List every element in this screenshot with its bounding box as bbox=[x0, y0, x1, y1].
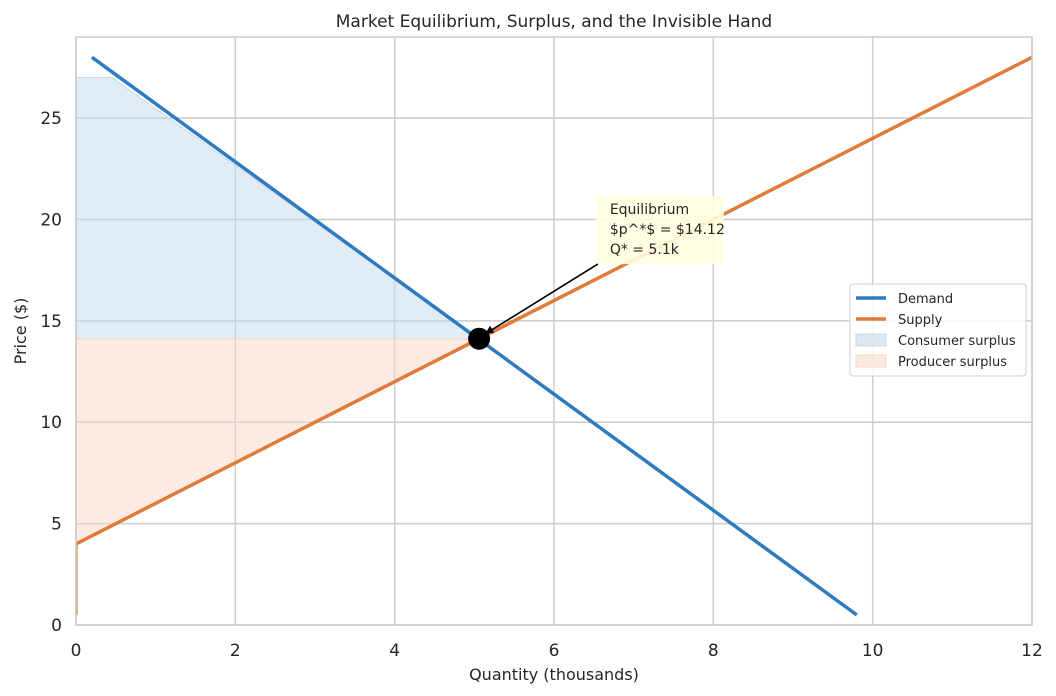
x-tick-label: 6 bbox=[549, 641, 560, 661]
equilibrium-annotation: Equilibrium $p^*$ = $14.12 Q* = 5.1k bbox=[468, 196, 725, 350]
annotation-line-2: $p^*$ = $14.12 bbox=[610, 222, 725, 238]
y-tick-label: 15 bbox=[40, 312, 62, 332]
annotation-line-1: Equilibrium bbox=[610, 202, 689, 218]
x-tick-label: 10 bbox=[862, 641, 884, 661]
equilibrium-point bbox=[468, 327, 491, 350]
supply-line bbox=[75, 55, 1033, 546]
y-axis-label: Price ($) bbox=[11, 298, 30, 365]
y-tick-label: 10 bbox=[40, 413, 62, 433]
x-tick-label: 12 bbox=[1021, 641, 1043, 661]
y-axis-ticks: 0 5 10 15 20 25 bbox=[40, 109, 62, 636]
x-tick-label: 0 bbox=[71, 641, 82, 661]
x-axis-ticks: 0 2 4 6 8 10 12 bbox=[71, 641, 1043, 661]
legend-swatch bbox=[855, 333, 887, 347]
x-axis-label: Quantity (thousands) bbox=[469, 665, 639, 684]
annotation-box bbox=[595, 196, 724, 265]
plot-frame bbox=[75, 36, 1033, 626]
legend-label: Consumer surplus bbox=[898, 334, 1016, 349]
chart-title: Market Equilibrium, Surplus, and the Inv… bbox=[336, 12, 772, 32]
legend-label: Supply bbox=[898, 313, 943, 328]
y-tick-label: 0 bbox=[51, 616, 62, 636]
legend-swatch bbox=[855, 354, 887, 368]
x-tick-label: 8 bbox=[708, 641, 719, 661]
legend-box bbox=[849, 283, 1027, 377]
legend-label: Producer surplus bbox=[898, 355, 1007, 370]
x-tick-label: 2 bbox=[230, 641, 241, 661]
legend: Demand Supply Consumer surplus Producer sur… bbox=[849, 283, 1027, 377]
y-tick-label: 5 bbox=[51, 515, 62, 535]
y-tick-label: 20 bbox=[40, 210, 62, 230]
annotation-line-3: Q* = 5.1k bbox=[610, 242, 680, 258]
x-tick-label: 4 bbox=[389, 641, 400, 661]
annotation-arrow bbox=[486, 263, 599, 334]
y-tick-label: 25 bbox=[40, 109, 62, 129]
legend-label: Demand bbox=[898, 292, 953, 307]
